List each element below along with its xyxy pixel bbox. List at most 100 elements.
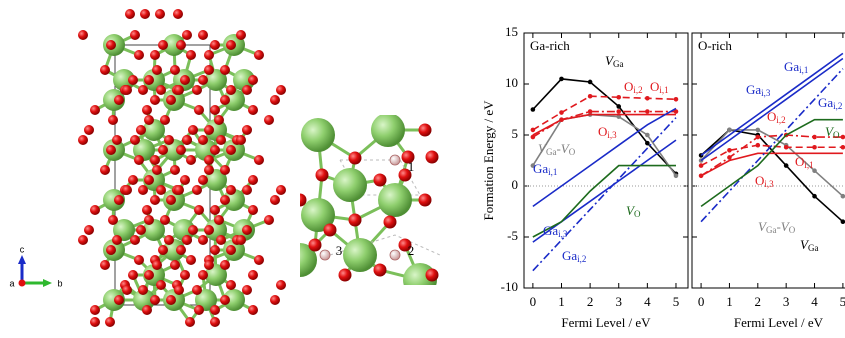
label-subscript: i,3	[761, 88, 771, 98]
o-atom	[138, 185, 148, 195]
o-atom	[78, 135, 88, 145]
o-atom	[90, 105, 100, 115]
o-atom	[128, 75, 138, 85]
data-point	[841, 135, 845, 140]
o-atom	[170, 65, 180, 75]
o-atom	[188, 125, 198, 135]
data-point	[699, 163, 704, 168]
data-point	[812, 194, 817, 199]
label-main: O	[624, 79, 633, 94]
data-point	[674, 174, 679, 179]
o-atom	[194, 205, 204, 215]
o-atom	[220, 295, 230, 305]
o-atom	[182, 235, 192, 245]
series-label: Gai,2	[562, 248, 586, 264]
o-atom	[160, 215, 170, 225]
o-atom	[242, 85, 252, 95]
series-line	[701, 130, 843, 222]
o-atom	[130, 235, 140, 245]
o-atom	[152, 65, 162, 75]
o-atom	[254, 50, 264, 60]
data-point	[727, 128, 732, 133]
o-atom	[176, 245, 186, 255]
label-main: O	[767, 109, 776, 124]
o-atom	[134, 255, 144, 265]
o-atom	[106, 40, 116, 50]
o-atom	[210, 145, 220, 155]
data-point	[812, 135, 817, 140]
o-atom	[185, 317, 195, 327]
o-atom	[142, 205, 152, 215]
series-label: Oi,2	[767, 109, 786, 125]
axis-label: a	[9, 278, 14, 288]
o-atom	[174, 185, 184, 195]
o-atom	[204, 65, 214, 75]
series-label: VO	[825, 124, 840, 140]
o-atom	[166, 195, 176, 205]
o-atom	[90, 317, 100, 327]
o-atom	[158, 40, 168, 50]
o-atom	[210, 305, 220, 315]
series-label: Gai,3	[543, 223, 568, 239]
o-atom	[100, 260, 110, 270]
o-atom	[106, 245, 116, 255]
label-main: Ga	[533, 161, 548, 176]
o-atom	[349, 214, 362, 227]
data-point	[784, 145, 789, 150]
o-atom	[164, 235, 174, 245]
figure: 123 c a b -10-5051015012345VGaVGa-VOOi,1…	[0, 0, 845, 338]
series-line	[701, 135, 843, 176]
o-atom	[220, 65, 230, 75]
y-tick-label: -5	[507, 228, 518, 243]
o-atom	[106, 145, 116, 155]
o-atom	[324, 224, 337, 237]
o-atom	[90, 205, 100, 215]
data-point	[531, 135, 536, 140]
o-atom	[214, 115, 224, 125]
o-atom	[226, 280, 236, 290]
crystal-structure	[78, 9, 286, 327]
o-atom	[134, 50, 144, 60]
structure-inset: 123	[283, 113, 440, 297]
series-label: Oi,1	[650, 79, 669, 95]
o-atom	[426, 151, 439, 164]
o-atom	[142, 105, 152, 115]
o-atom	[134, 155, 144, 165]
o-atom	[138, 85, 148, 95]
o-atom	[136, 225, 146, 235]
o-atom	[226, 85, 236, 95]
o-atom	[160, 115, 170, 125]
label-subscript: O	[833, 130, 840, 140]
data-point	[756, 135, 761, 140]
o-atom	[150, 50, 160, 60]
o-atom	[194, 305, 204, 315]
series-label: VO	[626, 203, 641, 219]
y-tick-label: -10	[501, 279, 518, 294]
o-atom	[170, 165, 180, 175]
label-main: O	[598, 124, 607, 139]
x-tick-label: 0	[698, 294, 705, 309]
o-atom	[114, 95, 124, 105]
o-atom	[176, 145, 186, 155]
o-atom	[242, 225, 252, 235]
o-atom	[174, 285, 184, 295]
o-atom	[248, 75, 258, 85]
series-label: Oi,3	[598, 124, 617, 140]
data-point	[727, 155, 732, 160]
o-atom	[158, 245, 168, 255]
label-subscript: i,2	[833, 101, 842, 111]
o-atom	[248, 105, 258, 115]
o-atom	[210, 105, 220, 115]
label-subscript: Ga	[808, 243, 819, 253]
o-atom	[108, 215, 118, 225]
data-point	[531, 128, 536, 133]
o-atom	[170, 260, 180, 270]
o-atom	[152, 165, 162, 175]
label-subscript: i,3	[607, 130, 617, 140]
o-atom	[384, 216, 397, 229]
series-label: VGa	[800, 237, 818, 253]
o-atom	[152, 260, 162, 270]
data-point	[756, 143, 761, 148]
o-atom	[122, 85, 132, 95]
label-subscript: i,1	[548, 167, 557, 177]
